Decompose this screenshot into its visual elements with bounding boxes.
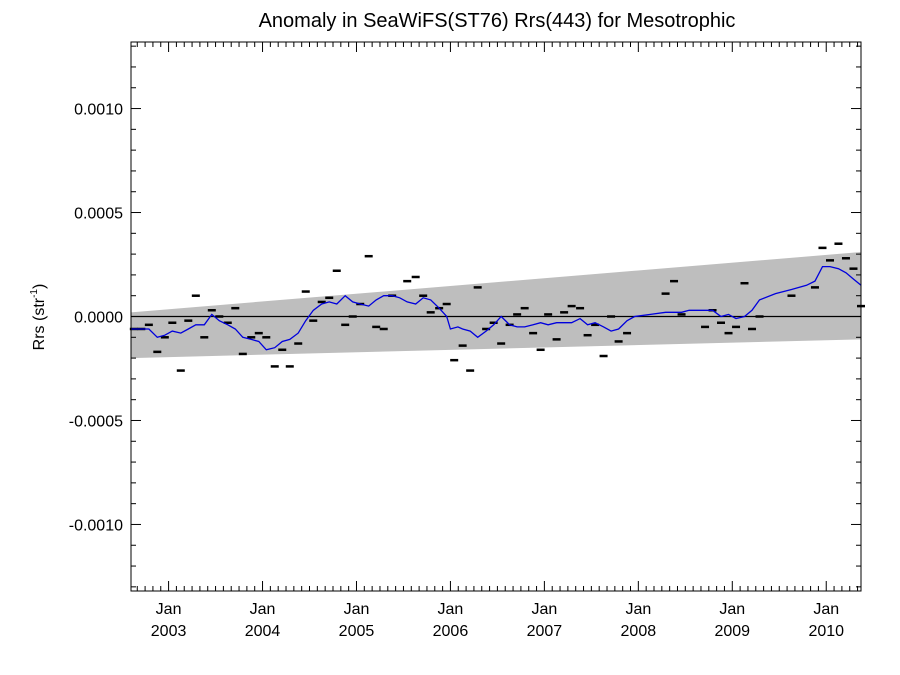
x-tick-label-year: 2003: [151, 623, 187, 640]
x-tick-label-month: Jan: [156, 601, 182, 618]
x-tick-label-month: Jan: [250, 601, 276, 618]
x-tick-label-year: 2004: [245, 623, 281, 640]
svg-text:Rrs (str-1): Rrs (str-1): [29, 284, 48, 351]
x-tick-label-month: Jan: [438, 601, 464, 618]
x-tick-label-month: Jan: [531, 601, 557, 618]
plot-area: 0.0010 0.0005 0.0000 -0.0005 -0.0010 Jan 2003 J…: [69, 41, 865, 640]
confidence-band: [131, 252, 861, 359]
x-tick-label-month: Jan: [344, 601, 370, 618]
y-axis-label: Rrs (str-1): [29, 284, 48, 351]
x-tick-label-month: Jan: [625, 601, 651, 618]
x-tick-label-year: 2006: [433, 623, 469, 640]
chart-title: Anomaly in SeaWiFS(ST76) Rrs(443) for Me…: [259, 10, 736, 32]
y-axis-label-close: ): [31, 284, 48, 289]
y-tick-label: 0.0005: [74, 206, 123, 223]
x-tick-label-year: 2008: [621, 623, 657, 640]
y-axis-label-main: Rrs (str: [31, 297, 48, 350]
x-tick-label-month: Jan: [813, 601, 839, 618]
x-tick-label-year: 2009: [714, 623, 750, 640]
x-tick-label-year: 2010: [808, 623, 844, 640]
y-tick-label: -0.0005: [69, 413, 123, 430]
series-line: [131, 265, 862, 351]
x-tick-label-year: 2007: [527, 623, 563, 640]
y-axis-label-sup: -1: [29, 289, 40, 298]
x-tick-label-month: Jan: [719, 601, 745, 618]
y-tick-label: 0.0000: [74, 310, 123, 327]
x-tick-label-year: 2005: [339, 623, 375, 640]
y-tick-label: 0.0010: [74, 102, 123, 119]
y-tick-label: -0.0010: [69, 517, 123, 534]
